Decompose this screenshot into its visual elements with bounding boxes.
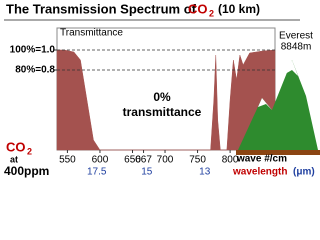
x-tick-label: 600: [92, 155, 109, 166]
x-tick-label: 667: [135, 155, 152, 166]
mountain: [238, 60, 318, 150]
x-tick-label: 650: [124, 155, 141, 166]
title: The Transmission Spectrum of: [6, 1, 197, 16]
x2-tick-label: 17.5: [87, 167, 107, 178]
mountain-height: 8848m: [281, 42, 312, 53]
snow: [258, 98, 272, 110]
x-tick-label: 550: [59, 155, 76, 166]
amount: 400ppm: [4, 164, 49, 178]
y-tick-label: 100%=1.0: [10, 45, 56, 56]
annotation: 0%: [153, 90, 171, 104]
annotation: transmittance: [123, 105, 202, 119]
title-suffix: (10 km): [218, 2, 260, 16]
gas-sub: 2: [27, 146, 32, 156]
x-tick-label: 700: [157, 155, 174, 166]
x-label: wave #/cm: [236, 154, 287, 165]
x2-tick-label: 15: [141, 167, 153, 178]
title-gas-sub: 2: [209, 8, 214, 18]
x-tick-label: 750: [189, 155, 206, 166]
y-label: Transmittance: [60, 28, 123, 39]
x2-label: wavelength: [232, 167, 287, 178]
snow: [285, 60, 298, 76]
x2-unit: (μm): [293, 167, 315, 178]
ground: [236, 150, 320, 155]
at: at: [10, 154, 18, 164]
x2-tick-label: 13: [199, 167, 211, 178]
slide: The Transmission Spectrum of CO 2 (10 km…: [4, 1, 320, 178]
gas: CO: [6, 139, 26, 154]
mountain-name: Everest: [279, 31, 313, 42]
title-gas: CO: [188, 1, 208, 16]
y-tick-label: 80%=0.8: [15, 65, 55, 76]
x-tick-label: 800: [222, 155, 239, 166]
